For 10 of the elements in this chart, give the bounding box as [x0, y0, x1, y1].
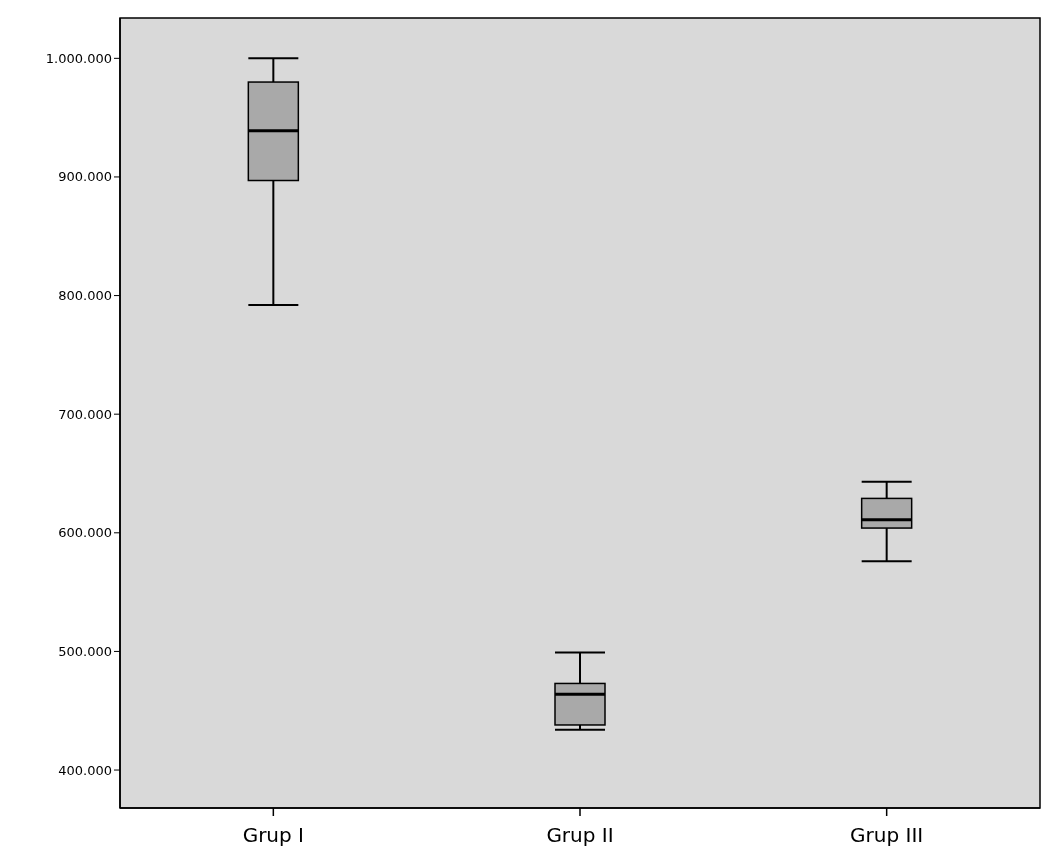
y-tick-label: 600.000	[58, 525, 112, 541]
y-tick-label: 700.000	[58, 406, 112, 422]
y-tick-label: 400.000	[58, 762, 112, 778]
y-tick-label: 1.000.000	[45, 50, 112, 66]
y-tick-label: 500.000	[58, 643, 112, 659]
y-tick-label: 900.000	[58, 169, 112, 185]
y-tick-label: 800.000	[58, 288, 112, 304]
x-tick-label: Grup II	[546, 823, 614, 847]
x-tick-label: Grup I	[242, 823, 305, 847]
x-tick-label: Grup III	[850, 823, 924, 847]
